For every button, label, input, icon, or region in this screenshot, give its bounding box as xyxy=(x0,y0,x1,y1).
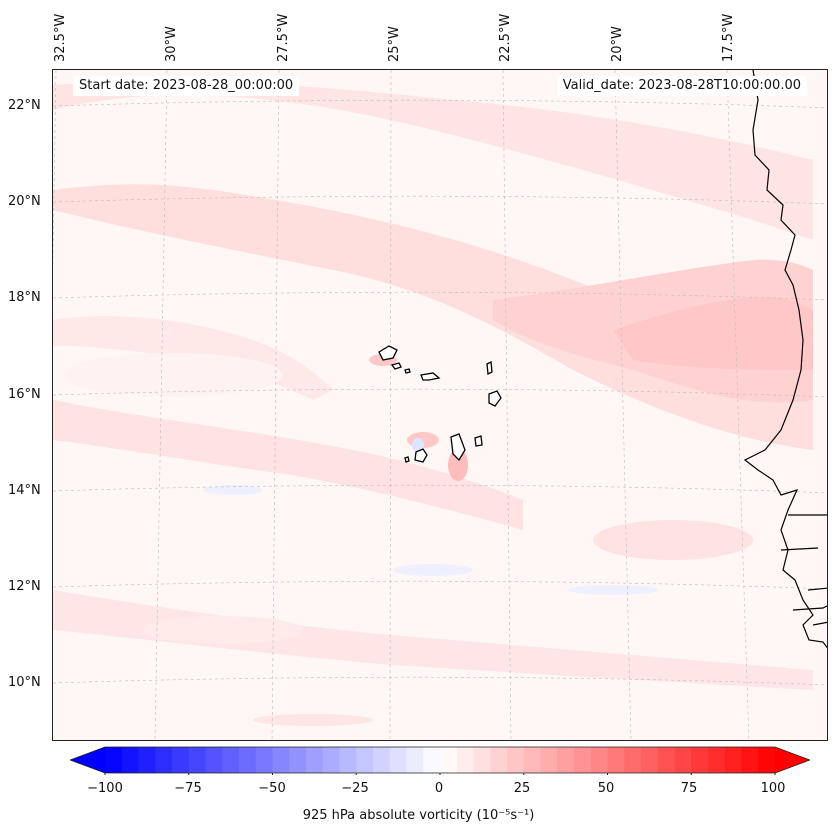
coastlines xyxy=(743,70,827,649)
island-sao-vicente xyxy=(390,362,402,370)
colorbar-tick-label: 75 xyxy=(680,781,698,796)
island-santa-luzia xyxy=(404,368,411,374)
colorbar-step xyxy=(490,747,508,773)
colorbar-extend-low xyxy=(70,747,105,773)
colorbar-step xyxy=(306,747,324,773)
island-maio xyxy=(474,435,483,447)
lon-label-20w: 20°W xyxy=(610,26,625,62)
colorbar-step xyxy=(691,747,709,773)
colorbar-step xyxy=(607,747,625,773)
island-sao-nicolau xyxy=(420,372,441,381)
colorbar-step xyxy=(289,747,307,773)
colorbar-step xyxy=(356,747,374,773)
colorbar-step xyxy=(339,747,357,773)
colorbar-step xyxy=(406,747,424,773)
valid-date-label: Valid_date: 2023-08-28T10:00:00.00 xyxy=(556,76,807,96)
island-fogo xyxy=(414,448,428,463)
colorbar-step xyxy=(456,747,474,773)
lon-label-30w: 30°W xyxy=(164,26,179,62)
lat-label-16n: 16°N xyxy=(8,387,41,402)
lat-label-20n: 20°N xyxy=(8,194,41,209)
cape-verde-islands xyxy=(378,345,502,463)
colorbar-step xyxy=(389,747,407,773)
colorbar-step xyxy=(473,747,491,773)
colorbar-tick-label: 50 xyxy=(597,781,615,796)
colorbar-step xyxy=(758,747,776,773)
vorticity-field xyxy=(53,80,813,726)
start-date-label: Start date: 2023-08-28_00:00:00 xyxy=(73,76,300,96)
lon-label-27-5w: 27.5°W xyxy=(276,13,291,62)
colorbar-step xyxy=(574,747,592,773)
colorbar-step xyxy=(423,747,441,773)
graticule xyxy=(53,70,827,740)
lon-label-25w: 25°W xyxy=(387,26,402,62)
colorbar-step xyxy=(322,747,340,773)
colorbar-step xyxy=(641,747,659,773)
colorbar-step xyxy=(255,747,273,773)
colorbar-step xyxy=(590,747,608,773)
colorbar-step xyxy=(172,747,190,773)
island-santiago xyxy=(450,433,466,462)
colorbar-step xyxy=(272,747,290,773)
map-canvas xyxy=(53,70,827,740)
lat-label-14n: 14°N xyxy=(8,483,41,498)
colorbar-tick-label: 100 xyxy=(760,781,786,796)
colorbar-step xyxy=(724,747,742,773)
lat-label-10n: 10°N xyxy=(8,675,41,690)
colorbar-tick-label: 25 xyxy=(513,781,531,796)
lat-label-18n: 18°N xyxy=(8,290,41,305)
colorbar-step xyxy=(507,747,525,773)
colorbar-tick-label: −100 xyxy=(87,781,123,796)
vorticity-map: Start date: 2023-08-28_00:00:00 Valid_da… xyxy=(52,69,828,741)
colorbar-step xyxy=(557,747,575,773)
colorbar-extend-high xyxy=(775,747,810,773)
colorbar-step xyxy=(674,747,692,773)
colorbar-tick-label: 0 xyxy=(434,781,444,796)
island-santo-antao xyxy=(378,345,398,361)
colorbar-step xyxy=(708,747,726,773)
colorbar-step xyxy=(239,747,257,773)
lon-label-22-5w: 22.5°W xyxy=(498,13,513,62)
africa-coastline xyxy=(743,70,827,649)
colorbar-step xyxy=(657,747,675,773)
lat-label-22n: 22°N xyxy=(8,98,41,113)
colorbar-step xyxy=(624,747,642,773)
colorbar-tick-label: −50 xyxy=(258,781,286,796)
colorbar xyxy=(68,745,812,776)
colorbar-step xyxy=(138,747,156,773)
colorbar-step xyxy=(741,747,759,773)
lat-label-12n: 12°N xyxy=(8,579,41,594)
colorbar-step xyxy=(188,747,206,773)
colorbar-tick-label: −75 xyxy=(174,781,202,796)
island-boa-vista xyxy=(488,390,502,407)
island-sal xyxy=(486,360,493,376)
colorbar-step xyxy=(121,747,139,773)
colorbar-tick-label: −25 xyxy=(341,781,369,796)
lon-label-32-5w: 32.5°W xyxy=(53,13,68,62)
colorbar-step xyxy=(523,747,541,773)
colorbar-gradient xyxy=(68,746,812,776)
colorbar-step xyxy=(155,747,173,773)
island-brava xyxy=(404,456,410,463)
colorbar-step xyxy=(373,747,391,773)
colorbar-step xyxy=(540,747,558,773)
colorbar-step xyxy=(440,747,458,773)
colorbar-title: 925 hPa absolute vorticity (10⁻⁵s⁻¹) xyxy=(302,808,535,823)
lon-label-17-5w: 17.5°W xyxy=(721,13,736,62)
colorbar-step xyxy=(222,747,240,773)
colorbar-step xyxy=(105,747,123,773)
colorbar-step xyxy=(205,747,223,773)
